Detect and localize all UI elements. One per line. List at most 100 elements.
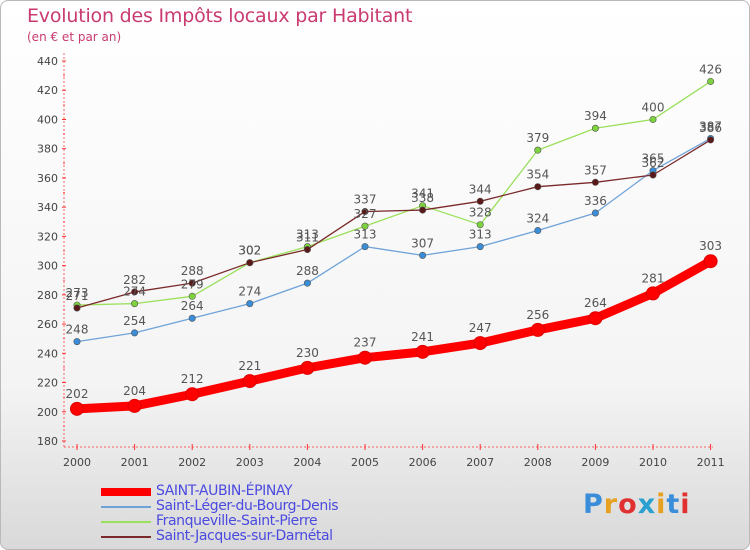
data-label: 302 (238, 244, 261, 258)
data-label: 426 (699, 62, 722, 76)
legend-swatch (101, 506, 151, 508)
data-point (591, 124, 599, 132)
y-tick-label: 200 (37, 406, 58, 419)
y-tick-label: 220 (37, 377, 58, 390)
logo-letter: x (637, 489, 657, 520)
data-point (131, 329, 139, 337)
logo-letter: t (666, 489, 681, 520)
data-point (707, 136, 715, 144)
data-label: 362 (642, 156, 665, 170)
data-label: 264 (584, 296, 607, 310)
data-label: 274 (123, 285, 146, 299)
x-tick-label: 2009 (581, 456, 609, 469)
data-point (188, 279, 196, 287)
y-tick-label: 380 (37, 143, 58, 156)
series-line (76, 80, 712, 306)
data-point (530, 322, 545, 337)
data-label: 273 (66, 286, 89, 300)
data-label: 341 (411, 187, 434, 201)
data-point (242, 374, 257, 389)
logo-letter: i (656, 489, 667, 520)
x-tick-label: 2011 (697, 456, 725, 469)
data-point (649, 171, 657, 179)
data-point (707, 77, 715, 85)
data-label: 204 (123, 384, 146, 398)
data-point (473, 336, 488, 351)
x-tick-label: 2002 (178, 456, 206, 469)
data-label: 288 (296, 264, 319, 278)
data-point (358, 350, 372, 365)
data-point (73, 304, 81, 312)
legend-swatch (101, 488, 151, 496)
data-label: 247 (469, 321, 492, 335)
series-line (76, 139, 712, 309)
data-label: 202 (66, 387, 89, 401)
data-point (127, 398, 142, 413)
data-point (303, 279, 311, 287)
data-label: 338 (411, 191, 434, 205)
legend-label: Saint-Léger-du-Bourg-Denis (156, 498, 339, 514)
data-label: 337 (354, 193, 377, 207)
y-tick-label: 280 (37, 289, 58, 302)
chart-subtitle: (en € et par an) (27, 30, 122, 44)
data-label: 302 (238, 244, 261, 258)
series-line (72, 256, 716, 414)
data-point (649, 115, 657, 123)
logo-letter: i (680, 489, 691, 520)
x-tick-label: 2008 (524, 456, 552, 469)
logo-letter: r (603, 489, 619, 520)
data-label: 256 (526, 308, 549, 322)
data-label: 354 (526, 168, 549, 182)
data-point (588, 311, 603, 326)
data-label: 274 (238, 285, 261, 299)
data-label: 230 (296, 346, 319, 360)
data-point (646, 286, 660, 301)
legend-label: Franqueville-Saint-Pierre (156, 513, 318, 529)
data-point (703, 254, 718, 269)
data-label: 311 (296, 231, 319, 245)
data-point (131, 288, 139, 296)
data-point (361, 222, 369, 230)
x-tick-label: 2007 (466, 456, 494, 469)
data-label: 282 (123, 273, 146, 287)
legend-label: Saint-Jacques-sur-Darnétal (156, 528, 333, 544)
data-label: 281 (642, 271, 665, 285)
data-point (188, 292, 196, 300)
data-point (534, 146, 542, 154)
data-point (415, 344, 430, 359)
y-tick-label: 400 (37, 113, 58, 126)
data-label: 288 (181, 264, 204, 278)
data-label: 328 (469, 206, 492, 220)
data-label: 327 (354, 207, 377, 221)
data-label: 248 (66, 323, 89, 337)
data-label: 212 (181, 372, 204, 386)
data-point (419, 251, 427, 259)
data-label: 324 (526, 212, 549, 226)
y-tick-label: 440 (37, 55, 58, 68)
data-point (591, 178, 599, 186)
data-label: 264 (181, 299, 204, 313)
data-label: 387 (699, 119, 722, 133)
x-tick-label: 2003 (236, 456, 264, 469)
logo-letter: P (583, 489, 604, 520)
data-point (131, 300, 139, 308)
x-tick-label: 2005 (351, 456, 379, 469)
y-tick-label: 180 (37, 435, 58, 448)
y-tick-label: 300 (37, 260, 58, 273)
data-point (188, 314, 196, 322)
data-label: 357 (584, 163, 607, 177)
data-point (534, 183, 542, 191)
x-tick-label: 2001 (121, 456, 149, 469)
data-point (361, 243, 369, 251)
data-label: 254 (123, 314, 146, 328)
y-tick-label: 320 (37, 230, 58, 243)
data-point (591, 209, 599, 217)
y-tick-label: 420 (37, 84, 58, 97)
data-point (534, 227, 542, 235)
data-point (476, 197, 484, 205)
data-point (73, 338, 81, 346)
series-line (76, 137, 712, 343)
chart-title: Evolution des Impôts locaux par Habitant (27, 5, 413, 27)
